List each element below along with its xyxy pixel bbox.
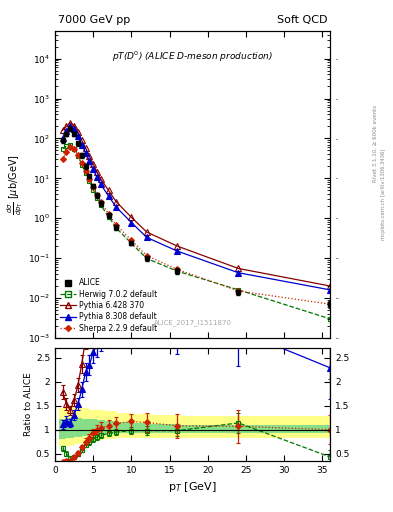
- Y-axis label: Ratio to ALICE: Ratio to ALICE: [24, 373, 33, 436]
- Text: mcplots.cern.ch [arXiv:1306.3436]: mcplots.cern.ch [arXiv:1306.3436]: [381, 149, 386, 240]
- Text: ALICE_2017_I1511870: ALICE_2017_I1511870: [154, 319, 231, 326]
- Text: 7000 GeV pp: 7000 GeV pp: [58, 14, 130, 25]
- Text: pT(D$^0$) (ALICE D-meson production): pT(D$^0$) (ALICE D-meson production): [112, 49, 273, 63]
- Text: Rivet 3.1.10, ≥ 600k events: Rivet 3.1.10, ≥ 600k events: [373, 105, 378, 182]
- Y-axis label: $\frac{d\sigma}{dp_T}$ [$\mu$b/GeV]: $\frac{d\sigma}{dp_T}$ [$\mu$b/GeV]: [6, 154, 25, 215]
- Text: Soft QCD: Soft QCD: [277, 14, 327, 25]
- Legend: ALICE, Herwig 7.0.2 default, Pythia 6.428 370, Pythia 8.308 default, Sherpa 2.2.: ALICE, Herwig 7.0.2 default, Pythia 6.42…: [59, 277, 158, 334]
- X-axis label: p$_T$ [GeV]: p$_T$ [GeV]: [168, 480, 217, 494]
